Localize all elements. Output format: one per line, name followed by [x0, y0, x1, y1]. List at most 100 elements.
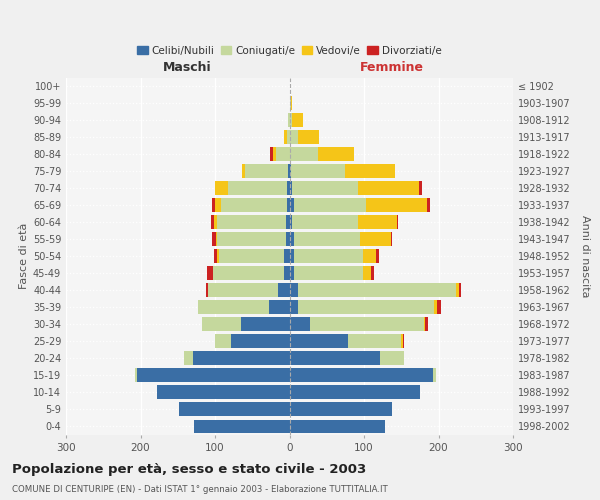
- Bar: [401, 334, 403, 348]
- Bar: [288, 113, 290, 127]
- Text: Femmine: Femmine: [361, 61, 424, 74]
- Bar: [245, 164, 288, 178]
- Bar: [217, 250, 219, 263]
- Bar: [359, 232, 391, 246]
- Bar: [437, 300, 441, 314]
- Bar: [270, 147, 273, 161]
- Bar: [216, 232, 217, 246]
- Bar: [137, 368, 290, 382]
- Bar: [290, 266, 294, 280]
- Bar: [290, 198, 294, 212]
- Y-axis label: Anni di nascita: Anni di nascita: [580, 215, 590, 298]
- Bar: [290, 420, 385, 434]
- Bar: [184, 352, 193, 366]
- Bar: [284, 266, 290, 280]
- Bar: [290, 215, 292, 229]
- Bar: [219, 250, 284, 263]
- Bar: [217, 215, 286, 229]
- Bar: [286, 215, 290, 229]
- Bar: [179, 402, 290, 416]
- Bar: [424, 318, 425, 332]
- Bar: [284, 130, 287, 144]
- Bar: [241, 318, 290, 332]
- Bar: [269, 300, 290, 314]
- Bar: [403, 334, 404, 348]
- Bar: [284, 250, 290, 263]
- Bar: [287, 130, 290, 144]
- Bar: [290, 232, 294, 246]
- Bar: [212, 232, 216, 246]
- Bar: [292, 113, 303, 127]
- Bar: [376, 250, 379, 263]
- Text: COMUNE DI CENTURIPE (EN) - Dati ISTAT 1° gennaio 2003 - Elaborazione TUTTITALIA.: COMUNE DI CENTURIPE (EN) - Dati ISTAT 1°…: [12, 485, 388, 494]
- Bar: [460, 284, 461, 298]
- Bar: [273, 147, 276, 161]
- Bar: [214, 215, 217, 229]
- Bar: [298, 130, 319, 144]
- Bar: [290, 334, 347, 348]
- Bar: [286, 232, 290, 246]
- Bar: [194, 420, 290, 434]
- Bar: [347, 334, 401, 348]
- Bar: [427, 198, 430, 212]
- Bar: [229, 181, 287, 195]
- Bar: [215, 334, 232, 348]
- Bar: [358, 181, 419, 195]
- Bar: [211, 215, 214, 229]
- Bar: [358, 215, 397, 229]
- Bar: [212, 198, 215, 212]
- Text: Maschi: Maschi: [163, 61, 211, 74]
- Bar: [290, 130, 298, 144]
- Bar: [290, 318, 310, 332]
- Bar: [294, 232, 359, 246]
- Y-axis label: Fasce di età: Fasce di età: [19, 223, 29, 290]
- Bar: [157, 386, 290, 400]
- Bar: [290, 284, 298, 298]
- Bar: [202, 318, 241, 332]
- Bar: [292, 181, 358, 195]
- Bar: [208, 284, 278, 298]
- Bar: [366, 198, 427, 212]
- Bar: [380, 352, 404, 366]
- Bar: [215, 198, 221, 212]
- Bar: [292, 215, 358, 229]
- Bar: [276, 147, 290, 161]
- Legend: Celibi/Nubili, Coniugati/e, Vedovi/e, Divorziati/e: Celibi/Nubili, Coniugati/e, Vedovi/e, Di…: [133, 42, 446, 60]
- Bar: [290, 250, 294, 263]
- Bar: [291, 164, 344, 178]
- Bar: [419, 181, 422, 195]
- Bar: [298, 300, 434, 314]
- Bar: [362, 250, 376, 263]
- Bar: [290, 300, 298, 314]
- Bar: [290, 368, 433, 382]
- Bar: [198, 300, 269, 314]
- Bar: [434, 300, 437, 314]
- Bar: [362, 266, 371, 280]
- Bar: [290, 402, 392, 416]
- Bar: [294, 250, 362, 263]
- Bar: [344, 164, 395, 178]
- Bar: [290, 352, 380, 366]
- Bar: [457, 284, 460, 298]
- Bar: [318, 147, 353, 161]
- Bar: [290, 164, 291, 178]
- Text: Popolazione per età, sesso e stato civile - 2003: Popolazione per età, sesso e stato civil…: [12, 462, 366, 475]
- Bar: [290, 96, 291, 110]
- Bar: [207, 266, 213, 280]
- Bar: [215, 181, 229, 195]
- Bar: [288, 164, 290, 178]
- Bar: [397, 215, 398, 229]
- Bar: [134, 368, 137, 382]
- Bar: [217, 232, 286, 246]
- Bar: [287, 198, 290, 212]
- Bar: [242, 164, 245, 178]
- Bar: [294, 266, 362, 280]
- Bar: [290, 386, 420, 400]
- Bar: [290, 147, 318, 161]
- Bar: [214, 250, 217, 263]
- Bar: [433, 368, 436, 382]
- Bar: [371, 266, 374, 280]
- Bar: [310, 318, 424, 332]
- Bar: [391, 232, 392, 246]
- Bar: [290, 181, 292, 195]
